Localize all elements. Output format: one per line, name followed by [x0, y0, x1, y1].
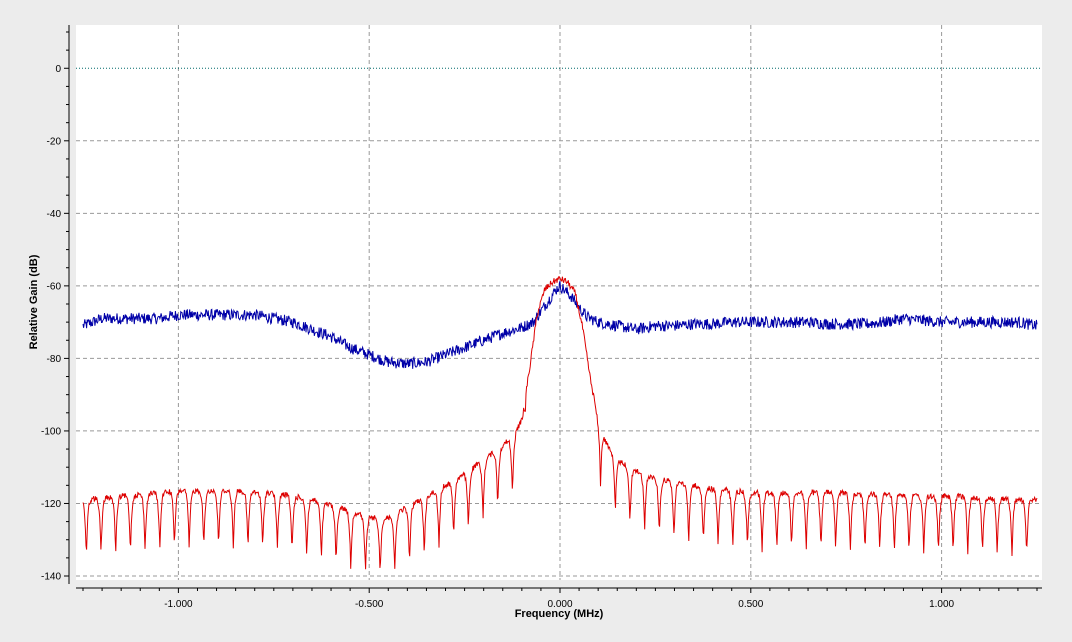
- y-tick-label: -60: [47, 281, 62, 292]
- axes: -1.000 -0.500 0.000 0.500 1.000 0 -20 -40 -60 -80…: [41, 25, 1042, 610]
- x-tick-label: 0.000: [547, 599, 572, 610]
- y-tick-label: -140: [41, 572, 61, 583]
- y-tick-label: -20: [47, 136, 62, 147]
- plot-area: [76, 25, 1042, 580]
- x-tick-label: 0.500: [738, 599, 763, 610]
- blue-series-line: [82, 280, 1038, 369]
- y-tick-label: -100: [41, 426, 61, 437]
- x-tick-label: -0.500: [355, 599, 384, 610]
- y-tick-label: -40: [47, 209, 62, 220]
- y-tick-label: -120: [41, 499, 61, 510]
- x-tick-label: -1.000: [164, 599, 193, 610]
- grid: [76, 25, 1042, 580]
- y-tick-label: 0: [55, 64, 61, 75]
- x-tick-label: 1.000: [929, 599, 954, 610]
- red-series-line: [82, 276, 1038, 570]
- series-layer: [82, 276, 1038, 570]
- x-axis-title: Frequency (MHz): [515, 608, 604, 620]
- y-axis-title: Relative Gain (dB): [28, 254, 40, 349]
- y-tick-label: -80: [47, 354, 62, 365]
